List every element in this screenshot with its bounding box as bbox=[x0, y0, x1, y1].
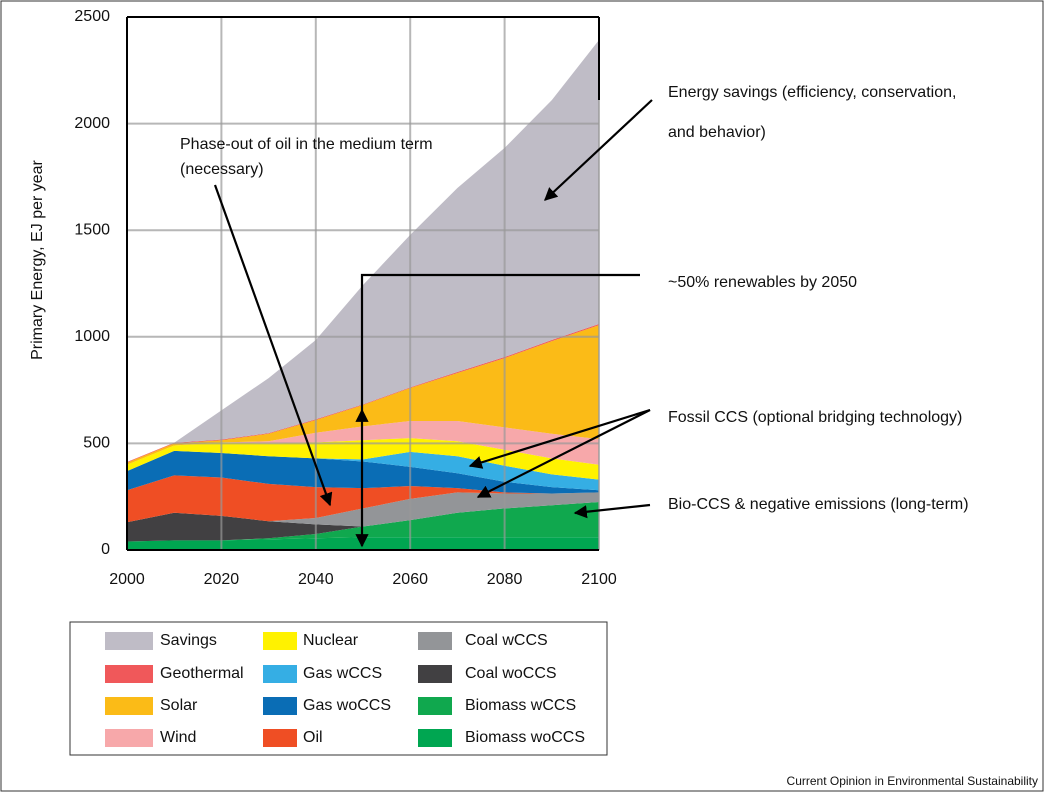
x-tick-label: 2080 bbox=[487, 571, 523, 588]
area bbox=[127, 502, 599, 542]
x-tick-label: 2000 bbox=[109, 571, 145, 588]
legend bbox=[69, 621, 608, 756]
legend-swatch bbox=[263, 665, 297, 683]
y-tick-label: 500 bbox=[83, 435, 110, 452]
y-tick-label: 2500 bbox=[74, 8, 110, 25]
x-tick-label: 2060 bbox=[392, 571, 428, 588]
y-tick-label: 1000 bbox=[74, 328, 110, 345]
area bbox=[127, 40, 599, 462]
legend-label: Gas wCCS bbox=[303, 665, 382, 682]
x-tick-label: 2100 bbox=[581, 571, 617, 588]
legend-label: Coal woCCS bbox=[465, 665, 557, 682]
y-tick-label: 1500 bbox=[74, 221, 110, 238]
y-tick-label: 0 bbox=[101, 541, 110, 558]
area bbox=[127, 502, 599, 542]
legend-items: Savings Geothermal Solar Wind Nuclear Gas wCC… bbox=[105, 632, 585, 747]
legend-label: Wind bbox=[160, 729, 196, 746]
x-tick-label: 2020 bbox=[204, 571, 240, 588]
annotation: (necessary) bbox=[180, 161, 264, 178]
legend-swatch bbox=[418, 697, 452, 715]
legend-label: Oil bbox=[303, 729, 323, 746]
legend-swatch bbox=[418, 665, 452, 683]
legend-label: Biomass wCCS bbox=[465, 697, 576, 714]
y-tick-label: 2000 bbox=[74, 115, 110, 132]
legend-label: Nuclear bbox=[303, 632, 359, 649]
source: Current Opinion in Environmental Sustain… bbox=[787, 774, 1038, 788]
annotation: Fossil CCS (optional bridging technology… bbox=[668, 409, 962, 426]
annotation: ~50% renewables by 2050 bbox=[668, 274, 857, 291]
legend-swatch bbox=[418, 729, 452, 747]
legend-label: Savings bbox=[160, 632, 217, 649]
legend-swatch bbox=[263, 697, 297, 715]
legend-label: Solar bbox=[160, 697, 198, 714]
annotation: Bio-CCS & negative emissions (long-term) bbox=[668, 496, 969, 513]
legend-swatch bbox=[418, 632, 452, 650]
annotation: Energy savings (efficiency, conservation… bbox=[668, 84, 956, 101]
x-tick-label: 2040 bbox=[298, 571, 334, 588]
legend-label: Gas woCCS bbox=[303, 697, 391, 714]
legend-label: Coal wCCS bbox=[465, 632, 548, 649]
legend-swatch bbox=[105, 632, 153, 650]
annotation: and behavior) bbox=[668, 124, 766, 141]
legend-swatch bbox=[105, 697, 153, 715]
legend-swatch bbox=[105, 729, 153, 747]
y-axis-label: Primary Energy, EJ per year bbox=[29, 159, 46, 359]
legend-label: Biomass woCCS bbox=[465, 729, 585, 746]
area bbox=[127, 421, 599, 465]
legend-swatch bbox=[105, 665, 153, 683]
annotation: Phase-out of oil in the medium term bbox=[180, 136, 433, 153]
annotation-arrows bbox=[213, 99, 653, 548]
legend-swatch bbox=[263, 729, 297, 747]
legend-swatch bbox=[263, 632, 297, 650]
legend-label: Geothermal bbox=[160, 665, 244, 682]
